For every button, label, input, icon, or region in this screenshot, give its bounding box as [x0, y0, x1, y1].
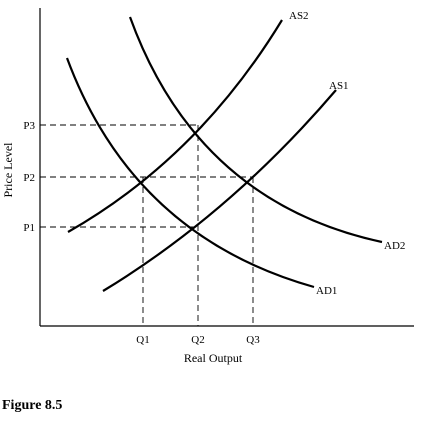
x-tick-q1: Q1 — [136, 334, 149, 346]
ad2-curve — [128, 16, 383, 244]
ad1-curve — [65, 57, 315, 289]
figure-caption: Figure 8.5 — [2, 398, 62, 413]
y-tick-p3: P3 — [23, 120, 35, 132]
y-tick-p2: P2 — [23, 172, 35, 184]
as1-curve — [102, 89, 337, 292]
as1-label: AS1 — [329, 80, 349, 92]
x-tick-q3: Q3 — [246, 334, 260, 346]
x-tick-q2: Q2 — [191, 334, 204, 346]
as2-label: AS2 — [289, 10, 309, 22]
ad2-label: AD2 — [384, 240, 405, 252]
x-axis-title: Real Output — [184, 351, 243, 365]
as2-curve — [67, 19, 283, 233]
ad1-label: AD1 — [316, 285, 337, 297]
y-tick-p1: P1 — [23, 222, 35, 234]
y-axis-title: Price Level — [1, 142, 15, 198]
